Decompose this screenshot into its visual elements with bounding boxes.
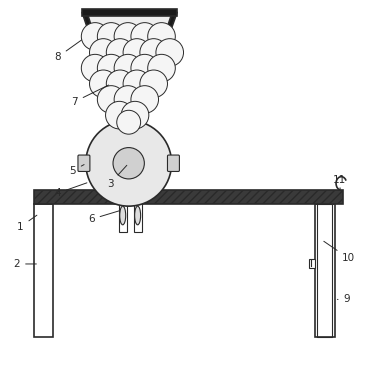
Text: 2: 2 [13,259,37,269]
Circle shape [97,86,125,113]
Text: 5: 5 [69,165,84,176]
Polygon shape [137,12,177,120]
Circle shape [131,54,159,82]
Circle shape [106,39,134,66]
FancyBboxPatch shape [78,155,90,171]
Bar [317,204,332,337]
Bar [119,190,127,232]
Circle shape [131,22,159,50]
Circle shape [148,54,175,82]
Circle shape [81,54,109,82]
Circle shape [131,86,159,113]
Text: 8: 8 [54,40,82,62]
Circle shape [140,70,167,98]
Text: 11: 11 [333,175,346,189]
Circle shape [123,70,151,98]
Circle shape [97,54,125,82]
Text: 10: 10 [324,241,355,263]
Circle shape [148,22,175,50]
Ellipse shape [120,206,126,225]
Text: 6: 6 [88,211,120,224]
Circle shape [123,39,151,66]
Polygon shape [87,12,172,120]
FancyBboxPatch shape [167,155,179,171]
Circle shape [106,70,134,98]
Circle shape [121,101,149,129]
Circle shape [97,22,125,50]
Circle shape [106,101,133,129]
Circle shape [81,22,109,50]
Polygon shape [82,12,121,120]
Circle shape [90,39,117,66]
Text: 1: 1 [17,215,37,232]
Circle shape [113,148,144,179]
Bar [134,190,142,232]
Circle shape [156,39,184,66]
Bar [82,9,177,16]
Bar [309,258,315,268]
Circle shape [86,120,172,206]
Circle shape [117,110,141,134]
Circle shape [140,39,167,66]
Text: 4: 4 [54,183,87,198]
Text: 7: 7 [71,85,109,107]
Circle shape [114,54,142,82]
Circle shape [114,22,142,50]
Ellipse shape [135,206,141,225]
Bar [315,204,335,337]
Text: 9: 9 [337,294,350,304]
Bar [34,204,53,337]
Circle shape [90,70,117,98]
Circle shape [114,86,142,113]
Text: 3: 3 [107,165,127,189]
Bar [34,190,343,204]
